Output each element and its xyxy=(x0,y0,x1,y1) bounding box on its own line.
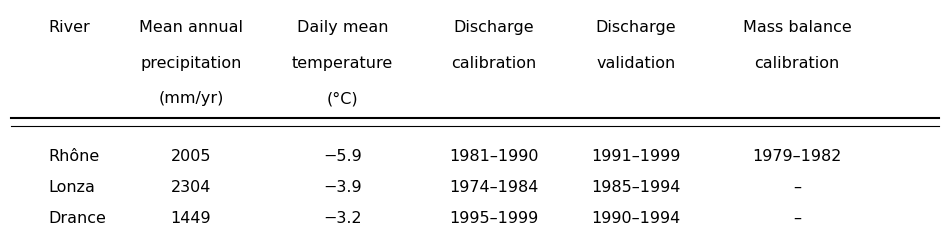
Text: 1990–1994: 1990–1994 xyxy=(592,210,680,225)
Text: 1979–1982: 1979–1982 xyxy=(752,148,842,163)
Text: 1985–1994: 1985–1994 xyxy=(591,179,681,194)
Text: precipitation: precipitation xyxy=(141,56,241,71)
Text: River: River xyxy=(48,20,90,35)
Text: calibration: calibration xyxy=(754,56,840,71)
Text: 2304: 2304 xyxy=(171,179,211,194)
Text: Rhône: Rhône xyxy=(48,148,100,163)
Text: −5.9: −5.9 xyxy=(323,148,362,163)
Text: –: – xyxy=(793,210,801,225)
Text: calibration: calibration xyxy=(451,56,537,71)
Text: 1981–1990: 1981–1990 xyxy=(449,148,539,163)
Text: Lonza: Lonza xyxy=(48,179,96,194)
Text: –: – xyxy=(793,179,801,194)
Text: −3.9: −3.9 xyxy=(323,179,362,194)
Text: Drance: Drance xyxy=(48,210,106,225)
Text: 1991–1999: 1991–1999 xyxy=(591,148,681,163)
Text: validation: validation xyxy=(597,56,675,71)
Text: Mean annual: Mean annual xyxy=(139,20,243,35)
Text: 1449: 1449 xyxy=(170,210,211,225)
Text: 2005: 2005 xyxy=(171,148,211,163)
Text: 1995–1999: 1995–1999 xyxy=(449,210,539,225)
Text: Mass balance: Mass balance xyxy=(743,20,851,35)
Text: (°C): (°C) xyxy=(327,91,358,106)
Text: temperature: temperature xyxy=(292,56,393,71)
Text: 1974–1984: 1974–1984 xyxy=(449,179,539,194)
Text: Daily mean: Daily mean xyxy=(296,20,389,35)
Text: Discharge: Discharge xyxy=(454,20,534,35)
Text: −3.2: −3.2 xyxy=(323,210,362,225)
Text: Discharge: Discharge xyxy=(596,20,676,35)
Text: (mm/yr): (mm/yr) xyxy=(158,91,223,106)
